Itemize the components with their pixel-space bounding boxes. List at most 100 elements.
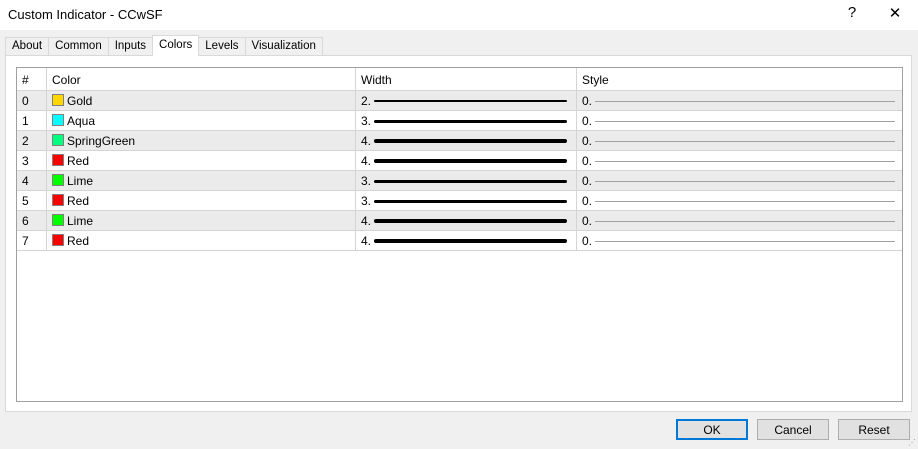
style-line-preview — [595, 221, 895, 222]
width-value: 3. — [361, 174, 372, 188]
ok-button[interactable]: OK — [676, 419, 748, 440]
row-index: 7 — [17, 231, 47, 250]
width-cell[interactable]: 3. — [356, 171, 577, 190]
style-value: 0. — [582, 214, 593, 228]
tab-colors[interactable]: Colors — [152, 35, 200, 56]
table-row[interactable]: 7 Red 4. 0. — [17, 231, 902, 251]
style-line-preview — [595, 241, 895, 242]
color-swatch — [52, 94, 64, 106]
width-value: 2. — [361, 94, 372, 108]
width-value: 4. — [361, 234, 372, 248]
tab-levels[interactable]: Levels — [198, 37, 246, 56]
width-line-preview — [374, 239, 567, 243]
row-index: 4 — [17, 171, 47, 190]
width-line-preview — [374, 179, 567, 183]
style-line-preview — [595, 181, 895, 182]
width-value: 4. — [361, 214, 372, 228]
style-cell[interactable]: 0. — [577, 131, 903, 150]
style-value: 0. — [582, 174, 593, 188]
style-cell[interactable]: 0. — [577, 91, 903, 110]
color-cell[interactable]: Aqua — [47, 111, 356, 130]
width-value: 3. — [361, 114, 372, 128]
color-cell[interactable]: Red — [47, 231, 356, 250]
color-swatch — [52, 134, 64, 146]
close-icon[interactable]: ✕ — [888, 5, 902, 22]
width-line-preview — [374, 100, 567, 102]
style-line-preview — [595, 101, 895, 102]
width-line-preview — [374, 219, 567, 223]
color-name: Red — [67, 194, 90, 208]
row-index: 1 — [17, 111, 47, 130]
width-value: 4. — [361, 134, 372, 148]
color-cell[interactable]: Gold — [47, 91, 356, 110]
width-line-preview — [374, 119, 567, 123]
row-index: 5 — [17, 191, 47, 210]
table-row[interactable]: 0 Gold 2. 0. — [17, 91, 902, 111]
color-name: Lime — [67, 174, 94, 188]
width-line-preview — [374, 139, 567, 143]
style-cell[interactable]: 0. — [577, 111, 903, 130]
color-cell[interactable]: Red — [47, 191, 356, 210]
header-width: Width — [356, 68, 577, 90]
tab-inputs[interactable]: Inputs — [107, 37, 154, 56]
help-button[interactable]: ? — [847, 4, 857, 21]
table-header: # Color Width Style — [17, 68, 902, 91]
style-value: 0. — [582, 94, 593, 108]
style-value: 0. — [582, 234, 593, 248]
style-value: 0. — [582, 114, 593, 128]
row-index: 0 — [17, 91, 47, 110]
title-bar: Custom Indicator - CCwSF ? ✕ — [0, 0, 918, 30]
color-cell[interactable]: SpringGreen — [47, 131, 356, 150]
color-cell[interactable]: Lime — [47, 211, 356, 230]
width-line-preview — [374, 199, 567, 203]
row-index: 2 — [17, 131, 47, 150]
style-cell[interactable]: 0. — [577, 191, 903, 210]
color-name: SpringGreen — [67, 134, 136, 148]
style-value: 0. — [582, 134, 593, 148]
color-cell[interactable]: Red — [47, 151, 356, 170]
width-cell[interactable]: 4. — [356, 211, 577, 230]
style-cell[interactable]: 0. — [577, 151, 903, 170]
style-cell[interactable]: 0. — [577, 171, 903, 190]
table-row[interactable]: 6 Lime 4. 0. — [17, 211, 902, 231]
tab-common[interactable]: Common — [48, 37, 109, 56]
table-row[interactable]: 5 Red 3. 0. — [17, 191, 902, 211]
table-row[interactable]: 4 Lime 3. 0. — [17, 171, 902, 191]
width-cell[interactable]: 4. — [356, 231, 577, 250]
reset-button[interactable]: Reset — [838, 419, 910, 440]
resize-grip-icon[interactable]: ⋰ — [908, 438, 916, 447]
style-cell[interactable]: 0. — [577, 231, 903, 250]
width-cell[interactable]: 3. — [356, 111, 577, 130]
style-line-preview — [595, 161, 895, 162]
style-line-preview — [595, 201, 895, 202]
table-row[interactable]: 3 Red 4. 0. — [17, 151, 902, 171]
header-color: Color — [47, 68, 356, 90]
color-swatch — [52, 174, 64, 186]
row-index: 6 — [17, 211, 47, 230]
color-swatch — [52, 194, 64, 206]
cancel-button[interactable]: Cancel — [757, 419, 829, 440]
tab-visualization[interactable]: Visualization — [244, 37, 323, 56]
window-title: Custom Indicator - CCwSF — [8, 7, 163, 22]
width-cell[interactable]: 2. — [356, 91, 577, 110]
color-swatch — [52, 114, 64, 126]
width-cell[interactable]: 3. — [356, 191, 577, 210]
style-value: 0. — [582, 194, 593, 208]
color-swatch — [52, 214, 64, 226]
tab-bar: About Common Inputs Colors Levels Visualizati… — [5, 35, 323, 56]
width-value: 4. — [361, 154, 372, 168]
color-cell[interactable]: Lime — [47, 171, 356, 190]
header-style: Style — [582, 73, 609, 87]
table-row[interactable]: 2 SpringGreen 4. 0. — [17, 131, 902, 151]
style-value: 0. — [582, 154, 593, 168]
style-line-preview — [595, 121, 895, 122]
style-cell[interactable]: 0. — [577, 211, 903, 230]
width-cell[interactable]: 4. — [356, 151, 577, 170]
table-row[interactable]: 1 Aqua 3. 0. — [17, 111, 902, 131]
header-index: # — [17, 68, 47, 90]
width-cell[interactable]: 4. — [356, 131, 577, 150]
tab-about[interactable]: About — [5, 37, 50, 56]
color-swatch — [52, 234, 64, 246]
color-name: Gold — [67, 94, 93, 108]
style-line-preview — [595, 141, 895, 142]
